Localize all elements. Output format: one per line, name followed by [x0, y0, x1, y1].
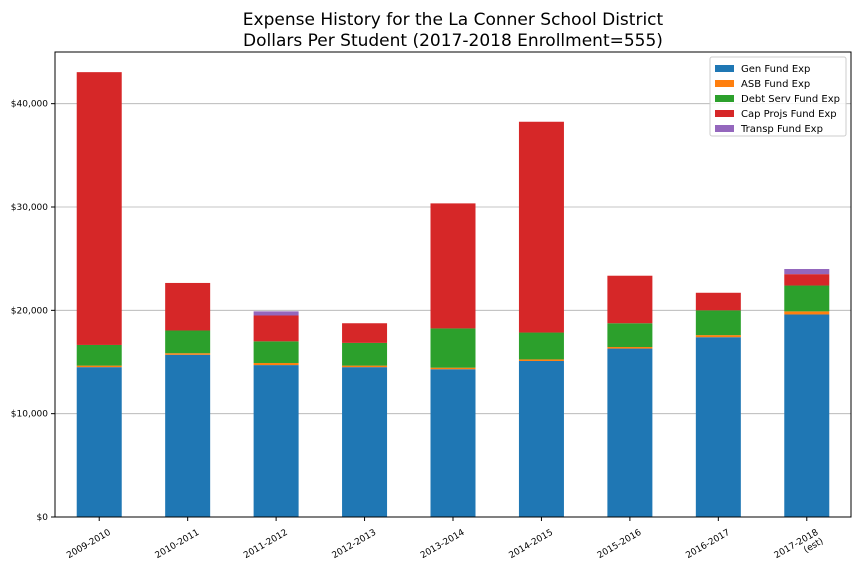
- legend-label: Debt Serv Fund Exp: [741, 94, 840, 105]
- legend-label: Cap Projs Fund Exp: [741, 109, 837, 120]
- bar-segment: [784, 269, 830, 275]
- bar-segment: [165, 330, 211, 354]
- y-tick-label: $0: [37, 513, 49, 523]
- bar-segment: [784, 274, 830, 286]
- legend-swatch: [715, 80, 734, 87]
- y-tick-label: $20,000: [11, 306, 48, 316]
- bar-segment: [430, 367, 476, 370]
- bar-segment: [607, 347, 653, 349]
- bars: [76, 72, 830, 517]
- legend-box: [709, 56, 847, 137]
- bar-segment: [518, 332, 564, 360]
- bar-segment: [695, 292, 741, 311]
- bar-segment: [430, 328, 476, 368]
- bar-segment: [342, 367, 388, 517]
- bar-segment: [253, 365, 299, 517]
- legend-label: ASB Fund Exp: [741, 79, 810, 90]
- legend-swatch: [715, 125, 734, 132]
- legend-swatch: [715, 110, 734, 117]
- bar-segment: [253, 341, 299, 364]
- bar-segment: [695, 335, 741, 338]
- chart-title-line-1: Expense History for the La Conner School…: [243, 10, 664, 30]
- bar-segment: [784, 314, 830, 517]
- legend-swatch: [715, 95, 734, 102]
- y-tick-label: $40,000: [11, 100, 48, 110]
- bar-segment: [518, 121, 564, 333]
- bar-segment: [607, 275, 653, 324]
- bar-segment: [695, 337, 741, 517]
- bar-segment: [165, 353, 211, 355]
- y-tick-label: $30,000: [11, 203, 48, 213]
- bar-segment: [342, 365, 388, 368]
- bar-segment: [76, 344, 122, 366]
- bar-segment: [784, 285, 830, 312]
- bar-segment: [76, 72, 122, 345]
- bar-segment: [607, 323, 653, 348]
- y-axis: $0 $10,000 $20,000 $30,000 $40,000: [11, 100, 55, 523]
- bar-segment: [253, 311, 299, 316]
- bar-segment: [784, 311, 830, 315]
- bar-segment: [76, 365, 122, 368]
- legend-label: Gen Fund Exp: [741, 64, 810, 75]
- legend-swatch: [715, 65, 734, 72]
- bar-segment: [342, 342, 388, 366]
- legend-label: Transp Fund Exp: [740, 124, 823, 135]
- legend: Gen Fund Exp ASB Fund Exp Debt Serv Fund E…: [709, 56, 847, 137]
- bar-segment: [430, 203, 476, 329]
- bar-segment: [165, 282, 211, 331]
- bar-segment: [518, 360, 564, 517]
- bar-segment: [165, 354, 211, 517]
- bar-segment: [607, 348, 653, 517]
- bar-segment: [430, 369, 476, 517]
- bar-segment: [253, 315, 299, 342]
- bar-segment: [518, 359, 564, 361]
- bar-segment: [342, 323, 388, 343]
- bar-segment: [695, 310, 741, 336]
- chart-title-line-2: Dollars Per Student (2017-2018 Enrollmen…: [243, 31, 663, 51]
- bar-segment: [253, 363, 299, 366]
- bar-segment: [76, 367, 122, 517]
- y-tick-label: $10,000: [11, 410, 48, 420]
